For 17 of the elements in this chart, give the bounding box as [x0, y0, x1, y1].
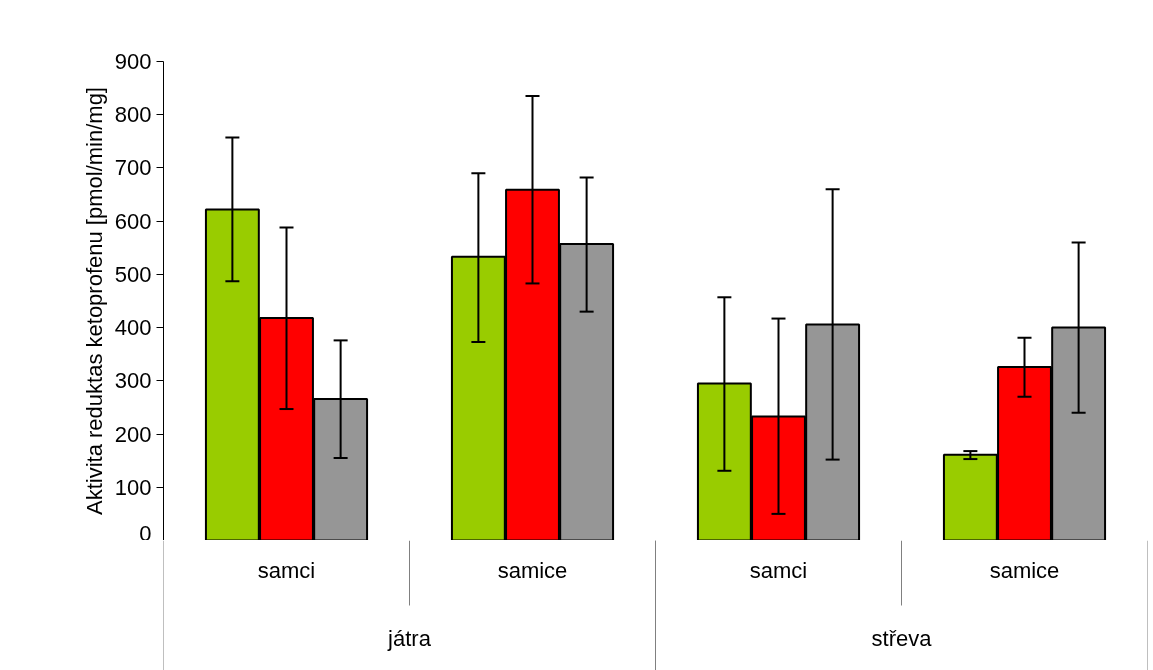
x-tick-label: samci — [749, 557, 808, 583]
y-tick-label: 100 — [114, 474, 152, 500]
y-tick-label: 0 — [139, 520, 152, 546]
y-tick-label: 700 — [114, 155, 152, 181]
x-tick-label: samice — [497, 557, 568, 583]
y-tick-label: 300 — [114, 368, 152, 394]
text: střeva — [871, 625, 933, 651]
x-tick-label: samci — [257, 557, 316, 583]
y-tick-label: 600 — [114, 208, 152, 234]
y-tick-label: 400 — [114, 315, 152, 341]
y-tick-label: 200 — [114, 421, 152, 447]
y-tick-label: 500 — [114, 261, 152, 287]
text: játra — [387, 625, 432, 651]
x-tick-label: samice — [989, 557, 1060, 583]
y-axis-title: Aktivita reduktas ketoprofenu [pmol/min/mg] — [81, 87, 107, 515]
y-tick-label: 900 — [114, 49, 152, 74]
y-tick-label: 800 — [114, 102, 152, 128]
